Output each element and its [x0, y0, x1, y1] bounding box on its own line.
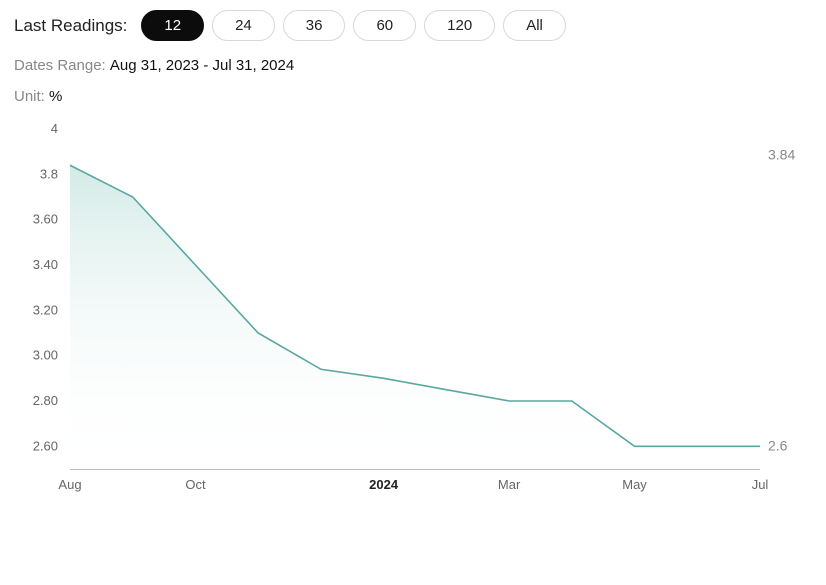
readings-chart: 4 3.8 3.60 3.40 3.20 3.00 2.80 2.60 Aug Oct 2024 Ma…	[14, 119, 812, 519]
y-tick-label: 2.80	[33, 393, 58, 408]
dates-range: Dates Range: Aug 31, 2023 - Jul 31, 2024	[14, 57, 812, 74]
x-tick-label: Aug	[58, 477, 81, 492]
x-tick-label: Oct	[185, 477, 206, 492]
unit-line: Unit: %	[14, 88, 812, 105]
series-start-label: 3.84	[768, 146, 795, 162]
readings-label: Last Readings:	[14, 16, 127, 36]
range-button-36[interactable]: 36	[283, 10, 346, 41]
y-tick-label: 3.60	[33, 212, 58, 227]
chart-area-fill	[70, 165, 760, 469]
range-button-120[interactable]: 120	[424, 10, 495, 41]
dates-range-label: Dates Range:	[14, 57, 106, 74]
x-tick-label: 2024	[369, 477, 399, 492]
range-button-all[interactable]: All	[503, 10, 566, 41]
range-button-24[interactable]: 24	[212, 10, 275, 41]
x-tick-label: Mar	[498, 477, 521, 492]
dates-range-value: Aug 31, 2023 - Jul 31, 2024	[110, 57, 294, 74]
x-tick-label: May	[622, 477, 647, 492]
range-button-60[interactable]: 60	[353, 10, 416, 41]
unit-value: %	[49, 88, 62, 105]
x-tick-label: Jul	[752, 477, 769, 492]
y-tick-label: 3.8	[40, 166, 58, 181]
range-button-12[interactable]: 12	[141, 10, 204, 41]
series-end-label: 2.6	[768, 437, 788, 453]
y-tick-label: 3.40	[33, 257, 58, 272]
y-tick-label: 3.20	[33, 302, 58, 317]
readings-toolbar: Last Readings: 12 24 3660 120 All	[14, 10, 812, 41]
y-tick-label: 3.00	[33, 348, 58, 363]
unit-label: Unit:	[14, 88, 45, 105]
y-tick-label: 2.60	[33, 438, 58, 453]
y-tick-label: 4	[51, 121, 58, 136]
